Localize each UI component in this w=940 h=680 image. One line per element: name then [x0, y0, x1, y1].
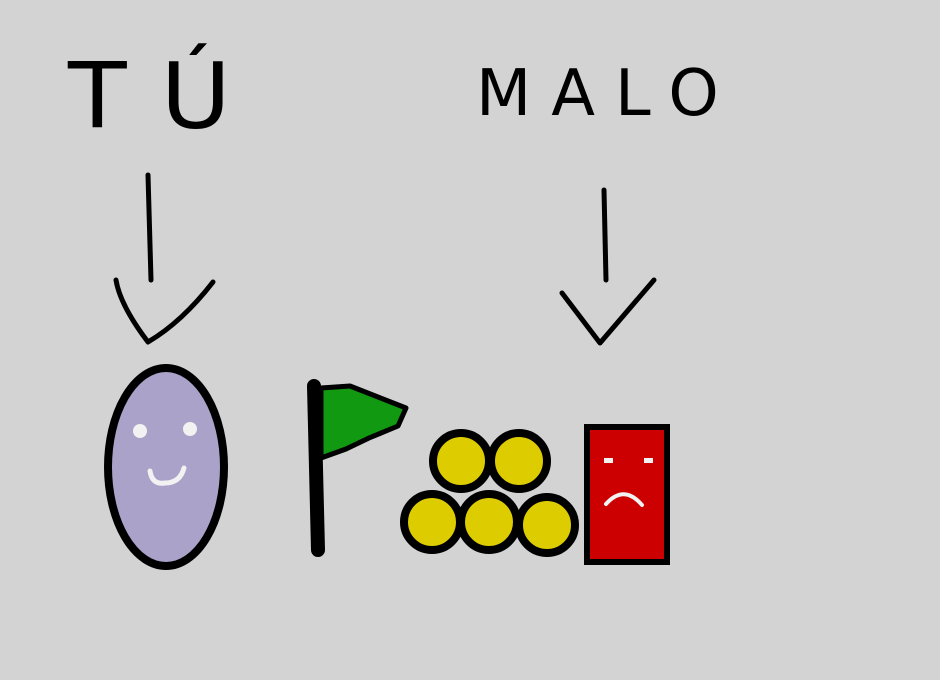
flag-icon — [307, 379, 409, 557]
smiling-oval-icon — [104, 364, 228, 570]
player-character — [104, 364, 228, 570]
enemy-character — [584, 424, 670, 565]
sad-block-icon — [584, 424, 670, 565]
arrow-down-icon — [559, 187, 657, 346]
arrow-down-icon — [113, 172, 216, 345]
coin-pile-icon — [400, 429, 579, 557]
player-label: TÚ — [68, 42, 265, 150]
enemy-label: MALO — [476, 57, 739, 131]
